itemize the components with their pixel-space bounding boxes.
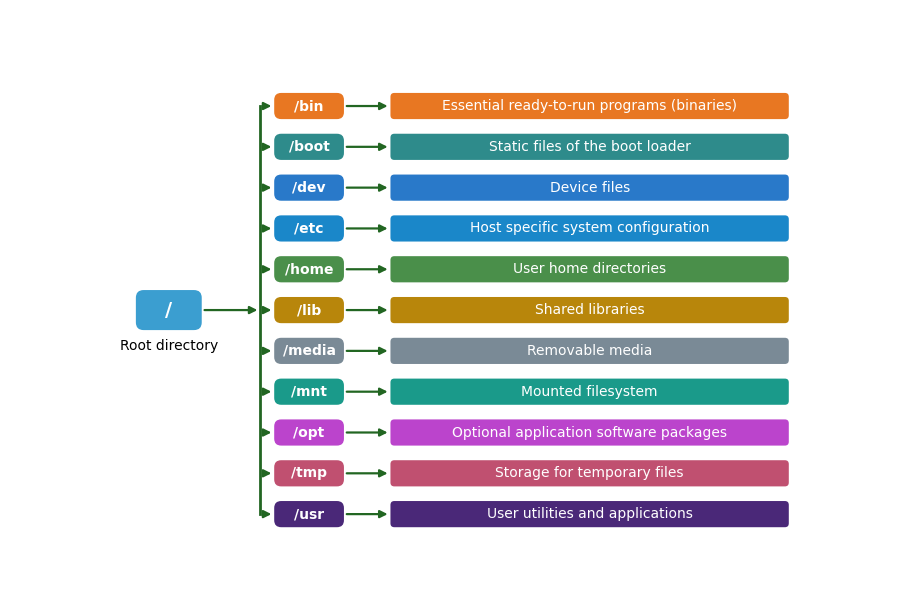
Text: /mnt: /mnt [291, 385, 327, 398]
Text: Optional application software packages: Optional application software packages [452, 426, 726, 440]
FancyBboxPatch shape [274, 460, 343, 486]
Text: /opt: /opt [293, 426, 324, 440]
Text: User utilities and applications: User utilities and applications [486, 507, 692, 521]
Text: Device files: Device files [549, 181, 629, 195]
Text: Removable media: Removable media [526, 344, 652, 358]
FancyBboxPatch shape [390, 93, 788, 119]
FancyBboxPatch shape [274, 419, 343, 446]
Text: Mounted filesystem: Mounted filesystem [521, 385, 657, 398]
FancyBboxPatch shape [390, 297, 788, 323]
FancyBboxPatch shape [390, 256, 788, 282]
Text: /dev: /dev [292, 181, 325, 195]
FancyBboxPatch shape [390, 460, 788, 486]
FancyBboxPatch shape [274, 297, 343, 323]
FancyBboxPatch shape [274, 216, 343, 241]
FancyBboxPatch shape [274, 174, 343, 201]
Text: /bin: /bin [294, 99, 323, 113]
Text: /media: /media [283, 344, 335, 358]
FancyBboxPatch shape [390, 501, 788, 527]
FancyBboxPatch shape [390, 134, 788, 160]
Text: /boot: /boot [288, 140, 330, 154]
FancyBboxPatch shape [274, 501, 343, 527]
Text: /lib: /lib [296, 303, 321, 317]
FancyBboxPatch shape [274, 256, 343, 282]
Text: Root directory: Root directory [119, 340, 218, 353]
Text: /home: /home [284, 262, 333, 276]
Text: /tmp: /tmp [291, 466, 327, 480]
Text: /: / [165, 301, 172, 319]
FancyBboxPatch shape [390, 174, 788, 201]
FancyBboxPatch shape [274, 93, 343, 119]
Text: Host specific system configuration: Host specific system configuration [470, 222, 709, 235]
Text: Shared libraries: Shared libraries [535, 303, 644, 317]
FancyBboxPatch shape [274, 379, 343, 405]
FancyBboxPatch shape [390, 379, 788, 405]
FancyBboxPatch shape [390, 338, 788, 364]
FancyBboxPatch shape [390, 216, 788, 241]
FancyBboxPatch shape [390, 419, 788, 446]
FancyBboxPatch shape [274, 134, 343, 160]
Text: Storage for temporary files: Storage for temporary files [495, 466, 683, 480]
Text: /usr: /usr [293, 507, 324, 521]
FancyBboxPatch shape [135, 290, 201, 330]
Text: /etc: /etc [294, 222, 323, 235]
Text: Essential ready-to-run programs (binaries): Essential ready-to-run programs (binarie… [442, 99, 736, 113]
Text: User home directories: User home directories [513, 262, 666, 276]
FancyBboxPatch shape [274, 338, 343, 364]
Text: Static files of the boot loader: Static files of the boot loader [489, 140, 690, 154]
